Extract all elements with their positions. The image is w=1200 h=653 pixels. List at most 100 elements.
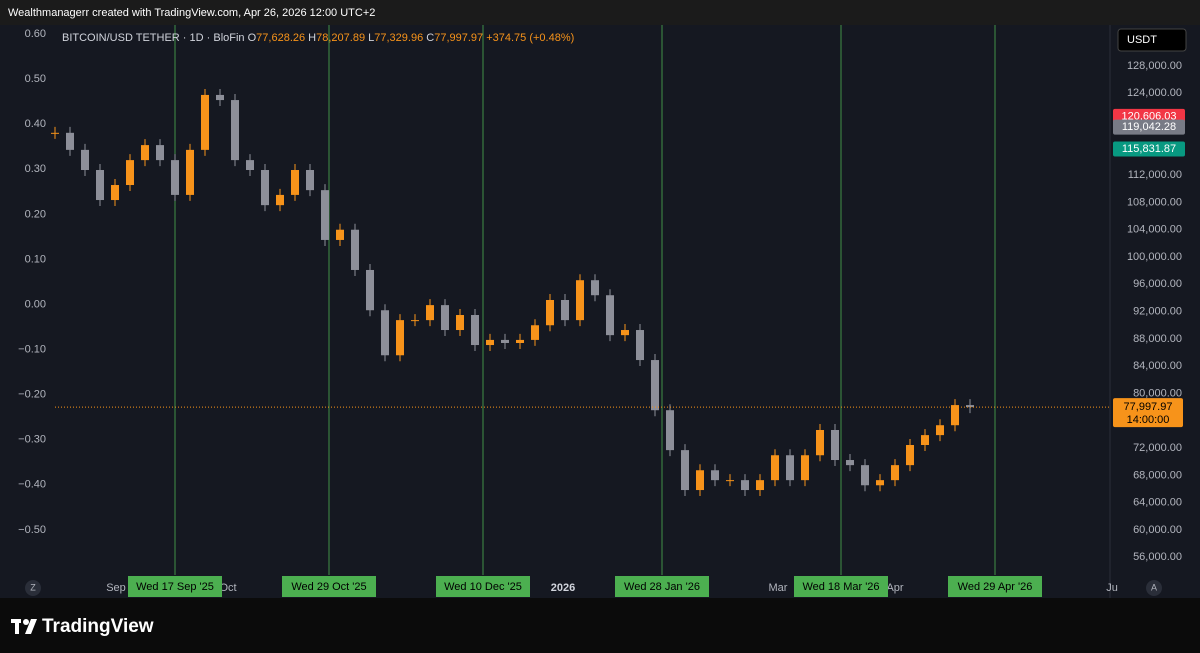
button[interactable]: [1146, 580, 1162, 596]
candle: [261, 170, 269, 206]
button[interactable]: [25, 580, 41, 596]
marker-tag: [282, 576, 376, 597]
y-tick-label: 128,000.00: [1127, 60, 1182, 72]
marker-label: Wed 29 Oct '25: [291, 581, 366, 593]
candle: [891, 465, 899, 481]
candles: [51, 88, 974, 497]
candle: [396, 320, 404, 356]
candle: [651, 360, 659, 411]
price-tag: [1113, 141, 1185, 157]
candle: [471, 315, 479, 346]
candle: [771, 455, 779, 481]
candle: [951, 405, 959, 426]
candle: [456, 315, 464, 331]
marker-label: Wed 17 Sep '25: [136, 581, 214, 593]
candle: [171, 160, 179, 195]
y2-tick-label: 0.30: [25, 163, 46, 175]
candle: [381, 310, 389, 356]
candle: [246, 160, 254, 171]
legend-part: H: [308, 32, 316, 44]
candle: [306, 170, 314, 191]
candle: [846, 460, 854, 466]
marker-label: Wed 10 Dec '25: [444, 581, 522, 593]
marker-tag: [615, 576, 709, 597]
candle: [666, 410, 674, 451]
x-tick-label: Oct: [219, 582, 236, 594]
candle: [876, 480, 884, 486]
y2-tick-label: 0.40: [25, 118, 46, 130]
candle: [756, 480, 764, 491]
price-tag-label: 115,831.87: [1122, 143, 1176, 155]
x-tick-label: Ju: [1106, 582, 1118, 594]
candle: [336, 229, 344, 240]
candle: [561, 300, 569, 321]
currency: USDT: [1127, 34, 1157, 46]
candle: [501, 339, 509, 343]
candle: [201, 94, 209, 150]
legend-part: 78,207.89: [316, 32, 365, 44]
button-label: A: [1151, 582, 1157, 592]
y-tick-label: 112,000.00: [1128, 169, 1182, 181]
candle: [516, 339, 524, 343]
x-tick-label: Sep: [106, 582, 126, 594]
candle: [621, 330, 629, 336]
candle: [606, 295, 614, 336]
header: Wealthmanagerr created with TradingView.…: [8, 7, 375, 19]
candle: [591, 280, 599, 296]
candle: [321, 190, 329, 240]
y2-tick-label: 0.20: [25, 208, 46, 220]
y2-tick-label: −0.30: [18, 434, 46, 446]
y-tick-label: 80,000.00: [1133, 387, 1182, 399]
candle: [741, 480, 749, 491]
y2-tick-label: 0.50: [25, 73, 46, 85]
candle: [696, 470, 704, 491]
button-label: Z: [30, 582, 36, 592]
price-tag-label: 120,606.03: [1121, 110, 1176, 122]
candle: [636, 330, 644, 361]
candle: [231, 100, 239, 161]
legend-part: C: [426, 32, 434, 44]
y-tick-label: 92,000.00: [1133, 306, 1182, 318]
y-tick-label: 60,000.00: [1133, 524, 1182, 536]
legend-part: O: [248, 32, 257, 44]
candle: [486, 339, 494, 346]
candle: [831, 429, 839, 461]
legend-part: 77,329.96: [374, 32, 423, 44]
candle: [576, 280, 584, 321]
x-tick-label: 2026: [551, 582, 575, 594]
legend-part: 77,997.97: [434, 32, 483, 44]
candle: [786, 455, 794, 481]
candle: [861, 465, 869, 486]
candle: [111, 185, 119, 201]
y2-tick-label: −0.50: [18, 524, 46, 536]
price-tag: [1113, 119, 1185, 135]
y2-tick-label: −0.10: [18, 343, 46, 355]
y-tick-label: 104,000.00: [1127, 224, 1182, 236]
y2-tick-label: −0.40: [18, 479, 46, 491]
legend-part: +374.75 (+0.48%): [486, 32, 574, 44]
price-tag: [1113, 398, 1183, 428]
chart-bg: [0, 25, 1200, 598]
candle: [366, 269, 374, 311]
currency-box: [1117, 28, 1187, 52]
footer-logo: TradingView: [42, 616, 154, 637]
y-tick-label: 68,000.00: [1133, 469, 1182, 481]
candle: [426, 305, 434, 321]
candle: [351, 229, 359, 270]
x-tick-label: Mar: [769, 582, 788, 594]
legend-part: 77,628.26: [256, 32, 305, 44]
footer-bar: [0, 598, 1200, 653]
legend: BITCOIN/USD TETHER · 1D · BloFin O77,628…: [62, 32, 574, 44]
y-tick-label: 64,000.00: [1133, 497, 1182, 509]
y2-tick-label: −0.20: [18, 389, 46, 401]
candle: [921, 435, 929, 446]
y-tick-label: 88,000.00: [1133, 333, 1182, 345]
marker-label: Wed 29 Apr '26: [958, 581, 1033, 593]
candle: [81, 149, 89, 171]
candle: [681, 450, 689, 491]
y-tick-label: 96,000.00: [1133, 278, 1182, 290]
marker-label: Wed 28 Jan '26: [624, 581, 700, 593]
candle: [531, 325, 539, 340]
marker-tag: [794, 576, 888, 597]
